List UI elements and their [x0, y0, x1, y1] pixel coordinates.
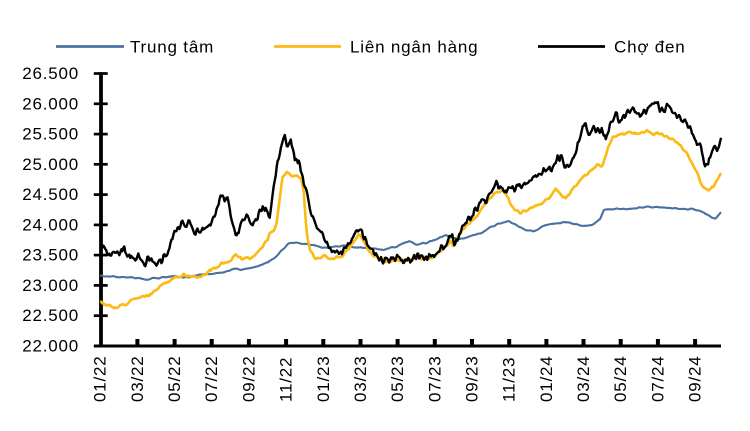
svg-text:26.500: 26.500	[22, 64, 79, 83]
svg-text:05/24: 05/24	[611, 355, 630, 402]
svg-text:22.500: 22.500	[22, 306, 79, 325]
svg-text:09/22: 09/22	[239, 355, 258, 402]
svg-text:09/23: 09/23	[463, 355, 482, 402]
svg-text:11/22: 11/22	[277, 357, 296, 402]
svg-text:05/22: 05/22	[165, 355, 184, 402]
svg-text:23.500: 23.500	[22, 246, 79, 265]
svg-text:25.000: 25.000	[22, 155, 79, 174]
svg-text:Trung tâm: Trung tâm	[130, 38, 214, 57]
svg-text:07/22: 07/22	[202, 355, 221, 402]
svg-text:07/24: 07/24	[648, 355, 667, 402]
svg-text:25.500: 25.500	[22, 125, 79, 144]
svg-text:11/23: 11/23	[500, 357, 519, 402]
svg-text:05/23: 05/23	[388, 355, 407, 402]
svg-text:03/23: 03/23	[351, 355, 370, 402]
svg-text:01/22: 01/22	[91, 355, 110, 402]
svg-text:24.500: 24.500	[22, 185, 79, 204]
svg-text:03/24: 03/24	[574, 355, 593, 402]
svg-text:Liên ngân hàng: Liên ngân hàng	[350, 38, 478, 57]
svg-text:03/22: 03/22	[128, 355, 147, 402]
svg-text:07/23: 07/23	[425, 355, 444, 402]
svg-text:09/24: 09/24	[686, 355, 705, 402]
svg-text:22.000: 22.000	[22, 337, 79, 356]
svg-text:01/24: 01/24	[537, 355, 556, 402]
svg-text:26.000: 26.000	[22, 94, 79, 113]
svg-text:01/23: 01/23	[314, 355, 333, 402]
svg-text:Chợ đen: Chợ đen	[614, 38, 686, 57]
svg-text:24.000: 24.000	[22, 215, 79, 234]
svg-text:23.000: 23.000	[22, 276, 79, 295]
